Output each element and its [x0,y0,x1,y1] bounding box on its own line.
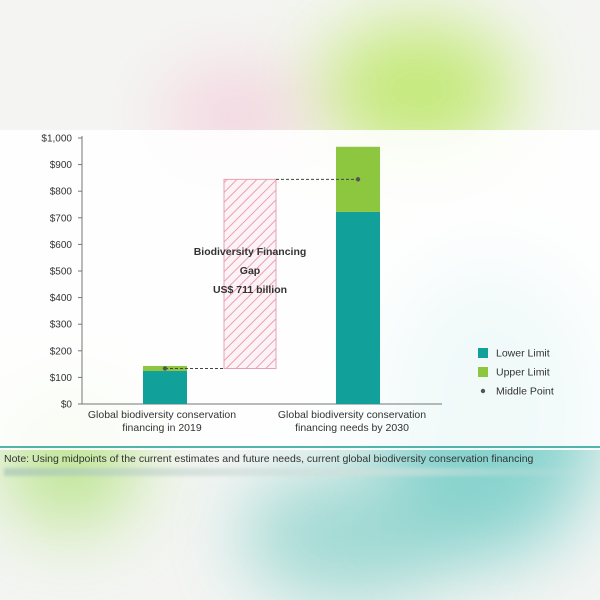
y-tick-label: $0 [61,400,73,411]
y-tick-label: $900 [50,160,73,171]
middle-point-marker [162,366,168,371]
y-tick-label: $400 [50,293,73,304]
y-tick-label: $800 [50,187,73,198]
background-blob-teal-bottom [240,470,460,600]
bar-lower-limit [336,211,380,404]
legend-marker [480,388,486,394]
legend-label: Lower Limit [496,348,550,360]
y-tick-label: $500 [50,267,73,278]
gap-label: Gap [240,265,260,277]
note-text-cutoff [4,468,596,476]
y-tick-label: $200 [50,346,73,357]
y-tick-label: $1,000 [41,134,72,145]
legend-swatch [478,348,488,358]
x-category-label: Global biodiversity conservation [278,409,426,421]
gap-hatched-bar [223,178,277,369]
y-tick-label: $300 [50,320,73,331]
note-text: Note: Using midpoints of the current est… [4,453,534,465]
gap-label: Biodiversity Financing [194,246,307,258]
plot-panel [0,130,600,450]
bar-lower-limit [143,371,187,404]
legend-label: Upper Limit [496,367,550,379]
legend-swatch [478,367,488,377]
y-tick-label: $600 [50,240,73,251]
x-category-label: financing needs by 2030 [295,422,409,434]
legend-label: Middle Point [496,386,554,398]
y-tick-label: $700 [50,213,73,224]
x-category-label: Global biodiversity conservation [88,409,236,421]
middle-point-marker [355,177,361,182]
gap-label: US$ 711 billion [213,284,287,296]
y-tick-label: $100 [50,373,73,384]
x-category-label: financing in 2019 [122,422,202,434]
